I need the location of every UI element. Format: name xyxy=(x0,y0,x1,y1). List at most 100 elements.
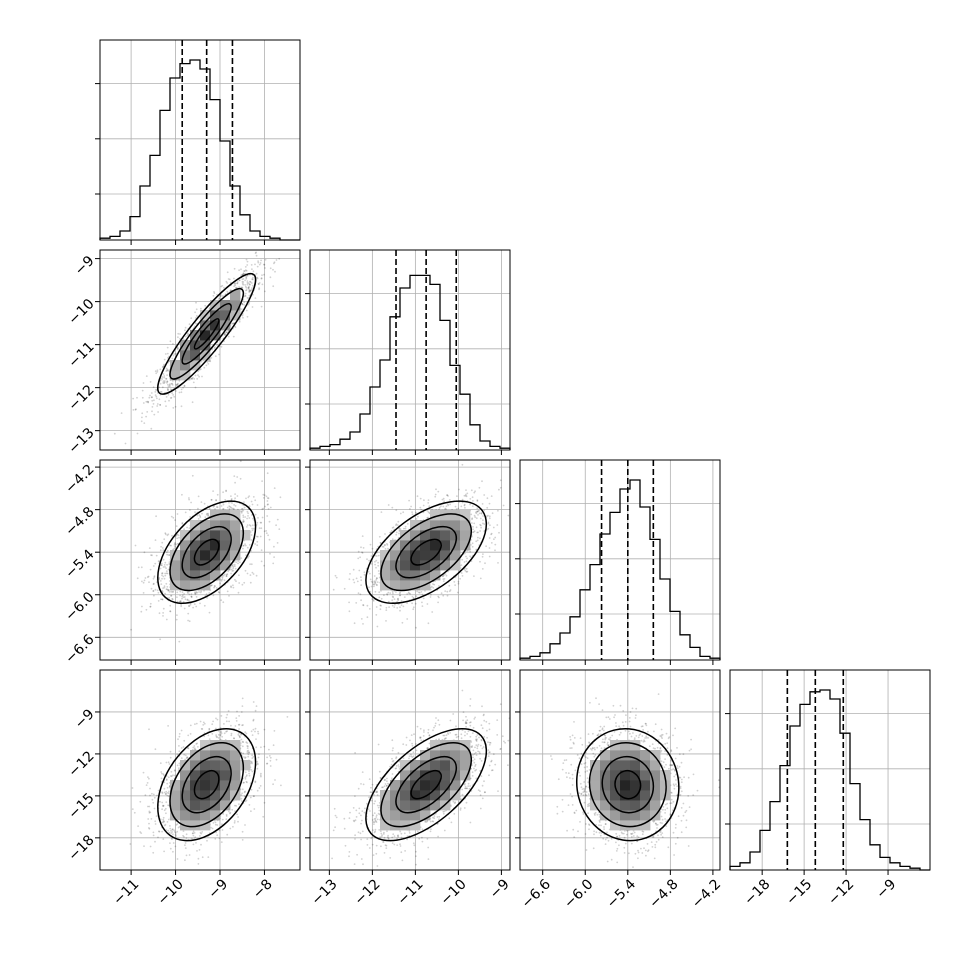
density-cell xyxy=(180,800,191,811)
sample-point xyxy=(212,490,215,492)
sample-point xyxy=(587,805,589,808)
sample-point xyxy=(385,847,388,849)
sample-point xyxy=(405,736,408,739)
density-cell xyxy=(180,550,191,561)
sample-point xyxy=(477,536,479,539)
density-cell xyxy=(400,570,411,581)
sample-point xyxy=(246,745,249,747)
sample-point xyxy=(604,823,607,825)
sample-point xyxy=(586,766,588,768)
sample-point xyxy=(156,369,159,372)
sample-point xyxy=(248,804,251,806)
sample-point xyxy=(587,812,589,815)
density-cell xyxy=(590,790,601,801)
density-cell xyxy=(390,580,401,591)
density-cell xyxy=(400,540,411,551)
sample-point xyxy=(154,562,157,565)
sample-point xyxy=(185,757,188,760)
density-cell xyxy=(420,560,431,571)
sample-point xyxy=(583,781,586,783)
sample-point xyxy=(244,731,247,734)
sample-point xyxy=(398,766,400,768)
sample-point xyxy=(331,857,333,860)
sample-point xyxy=(379,608,382,611)
contour-line xyxy=(575,727,680,842)
sample-point xyxy=(131,787,134,789)
sample-point xyxy=(355,602,358,604)
sample-point xyxy=(673,768,676,771)
sample-point xyxy=(251,278,254,280)
sample-point xyxy=(436,816,439,818)
sample-point xyxy=(420,508,423,511)
density-cell xyxy=(590,780,601,791)
sample-point xyxy=(184,842,187,844)
sample-point xyxy=(378,591,381,594)
sample-point xyxy=(265,532,268,535)
sample-point xyxy=(602,729,605,732)
sample-point xyxy=(601,709,604,711)
sample-point xyxy=(258,288,260,291)
sample-point xyxy=(167,554,170,556)
sample-point xyxy=(225,818,228,821)
sample-point xyxy=(183,528,186,531)
sample-point xyxy=(587,733,590,735)
sample-point xyxy=(598,819,601,822)
hist-panel-3 xyxy=(725,669,931,875)
sample-point xyxy=(171,357,174,360)
sample-point xyxy=(194,511,196,514)
sample-point xyxy=(398,529,401,531)
sample-point xyxy=(418,591,421,594)
sample-point xyxy=(639,733,642,736)
sample-point xyxy=(583,762,586,765)
density-cell xyxy=(220,740,231,751)
sample-point xyxy=(475,540,478,543)
sample-point xyxy=(171,828,174,831)
sample-point xyxy=(637,836,640,839)
sample-point xyxy=(582,794,585,796)
sample-point xyxy=(248,288,251,291)
sample-point xyxy=(140,610,143,613)
sample-point xyxy=(230,724,232,727)
density-cell xyxy=(380,550,391,561)
sample-point xyxy=(412,755,415,758)
sample-point xyxy=(260,549,263,552)
sample-point xyxy=(676,794,678,797)
sample-point xyxy=(178,745,180,747)
sample-point xyxy=(380,511,383,513)
density-cell xyxy=(600,800,611,811)
sample-point xyxy=(478,751,481,753)
sample-point xyxy=(420,591,423,593)
sample-point xyxy=(490,542,493,544)
sample-point xyxy=(180,757,183,759)
sample-point xyxy=(148,547,151,549)
sample-point xyxy=(244,800,247,803)
sample-point xyxy=(215,499,218,502)
sample-point xyxy=(246,274,249,277)
density-cell xyxy=(630,820,641,831)
sample-point xyxy=(167,383,169,386)
sample-point xyxy=(221,823,223,826)
sample-point xyxy=(141,412,144,415)
sample-point xyxy=(334,814,337,817)
sample-point xyxy=(164,532,167,535)
sample-point xyxy=(386,780,388,782)
density-cell xyxy=(400,810,411,821)
sample-point xyxy=(242,521,245,523)
sample-point xyxy=(258,282,261,284)
sample-point xyxy=(178,536,180,539)
sample-point xyxy=(171,384,174,386)
sample-point xyxy=(442,594,445,597)
sample-point xyxy=(378,770,381,773)
sample-point xyxy=(489,524,491,527)
sample-point xyxy=(441,575,444,578)
sample-point xyxy=(415,850,417,853)
sample-point xyxy=(375,566,377,569)
sample-point xyxy=(459,807,462,810)
sample-point xyxy=(616,861,619,864)
density-cell xyxy=(630,740,641,751)
sample-point xyxy=(132,409,135,411)
sample-point xyxy=(142,771,145,774)
sample-point xyxy=(181,594,184,596)
sample-point xyxy=(396,844,399,846)
sample-point xyxy=(197,746,199,748)
